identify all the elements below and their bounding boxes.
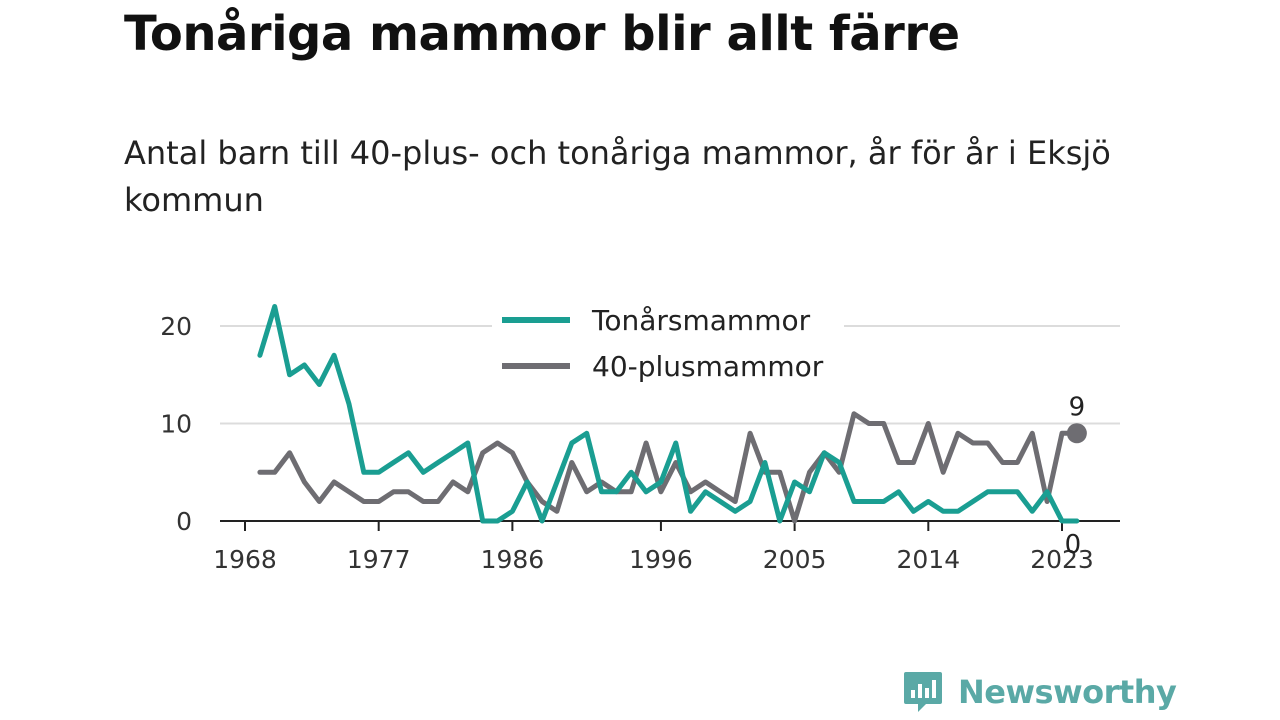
end-point-marker: [1066, 423, 1087, 444]
legend-label: Tonårsmammor: [591, 304, 811, 337]
x-tick-label: 1986: [481, 545, 545, 574]
line-chart: 0 10 20 1968 1977 1986 1996 2005 2014 2023 Tonårsm…: [160, 296, 1120, 574]
brand-name: Newsworthy: [958, 673, 1177, 711]
legend-background: [492, 296, 844, 390]
brand-logo: Newsworthy: [902, 670, 1177, 714]
x-tick-label: 1977: [347, 545, 411, 574]
chart-subtitle: Antal barn till 40-plus- och tonåriga ma…: [124, 134, 1111, 219]
y-tick-label: 10: [160, 410, 192, 439]
end-value-label: 9: [1069, 392, 1086, 422]
series-line-tonarsmammor: [257, 304, 1080, 524]
end-value-label: 0: [1065, 530, 1082, 560]
legend-label: 40-plusmammor: [592, 350, 824, 383]
y-tick-label: 0: [176, 507, 192, 536]
x-tick-label: 1996: [629, 545, 693, 574]
x-tick-label: 2023: [1030, 545, 1094, 574]
series-line-40-plusmammor: [257, 411, 1080, 524]
chart-title: Tonåriga mammor blir allt färre: [124, 6, 960, 62]
x-tick-label: 2014: [896, 545, 960, 574]
y-tick-label: 20: [160, 312, 192, 341]
x-tick-label: 1968: [213, 545, 277, 574]
newsworthy-logo-icon: [904, 672, 942, 712]
x-tick-label: 2005: [763, 545, 827, 574]
